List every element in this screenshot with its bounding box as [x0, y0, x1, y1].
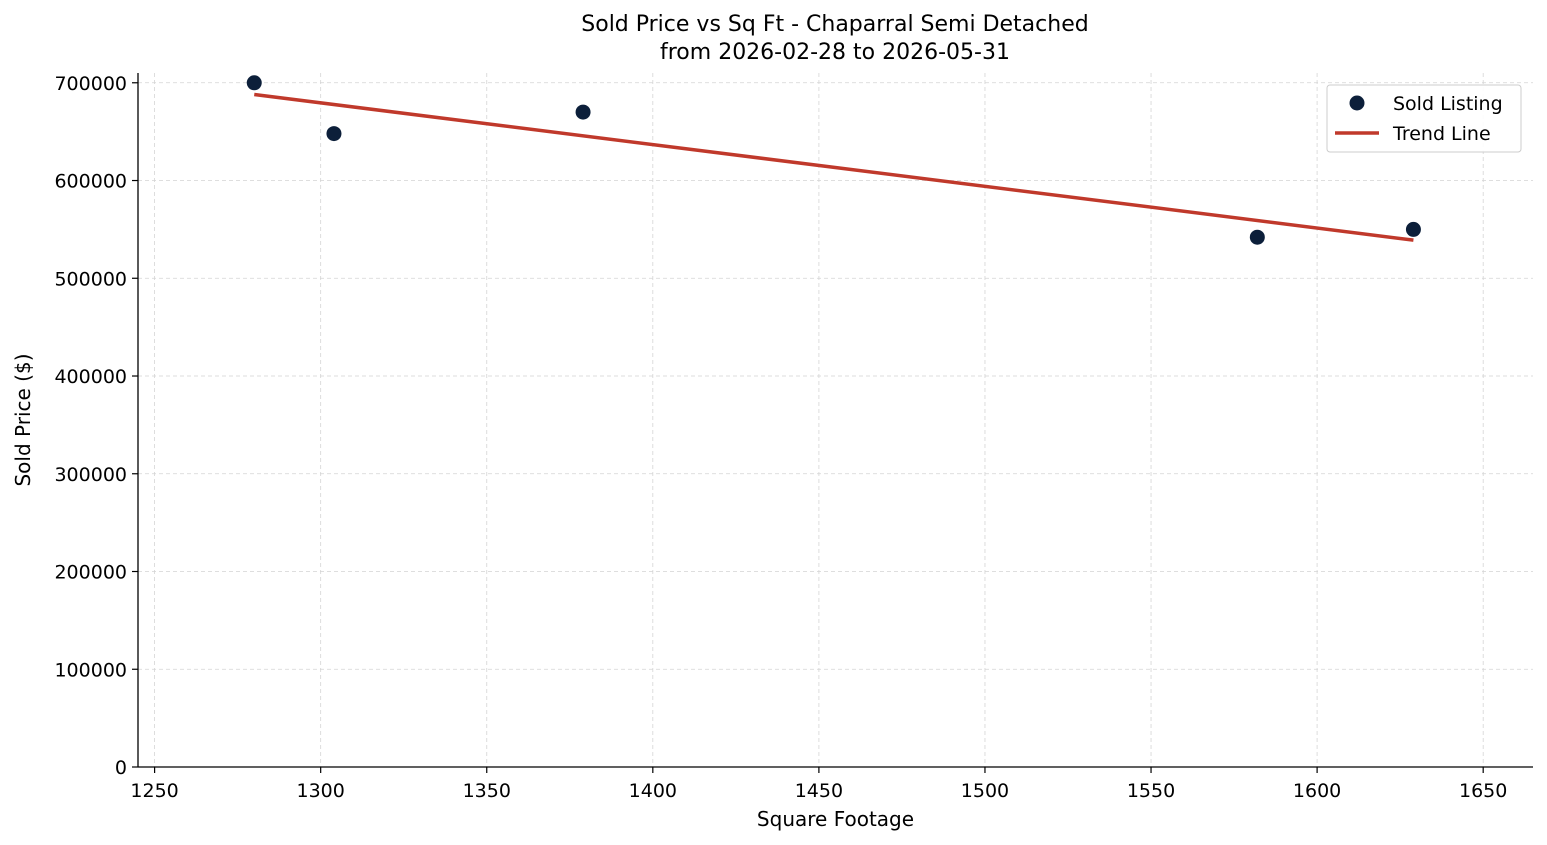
x-tick-label: 1350 [463, 780, 511, 802]
legend-label: Sold Listing [1393, 93, 1503, 115]
y-tick-label: 300000 [54, 464, 127, 486]
data-point [1249, 229, 1265, 245]
legend-point-marker [1349, 95, 1365, 111]
y-tick-label: 200000 [54, 562, 127, 584]
chart-title-line1: Sold Price vs Sq Ft - Chaparral Semi Det… [581, 12, 1089, 37]
x-tick-label: 1300 [296, 780, 344, 802]
trend-line [254, 92, 1414, 242]
x-tick-label: 1550 [1127, 780, 1175, 802]
x-tick-label: 1400 [629, 780, 677, 802]
y-tick-label: 0 [115, 757, 127, 779]
chart-title-line2: from 2026-02-28 to 2026-05-31 [660, 40, 1010, 65]
data-point [326, 126, 342, 142]
x-tick-label: 1500 [961, 780, 1009, 802]
y-tick-label: 100000 [54, 659, 127, 681]
y-tick-label: 400000 [54, 366, 127, 388]
x-tick-label: 1600 [1293, 780, 1341, 802]
legend-box [1326, 84, 1522, 153]
data-point [575, 104, 591, 120]
x-tick-label: 1450 [795, 780, 843, 802]
y-tick-label: 700000 [54, 73, 127, 95]
y-tick-label: 600000 [54, 171, 127, 193]
x-axis-label: Square Footage [757, 807, 914, 831]
x-tick-label: 1650 [1459, 780, 1507, 802]
data-point [1405, 221, 1421, 237]
y-tick-label: 500000 [54, 268, 127, 290]
data-point [246, 75, 262, 91]
x-tick-label: 1250 [130, 780, 178, 802]
y-axis-label: Sold Price ($) [11, 353, 35, 486]
legend-label: Trend Line [1392, 123, 1491, 145]
